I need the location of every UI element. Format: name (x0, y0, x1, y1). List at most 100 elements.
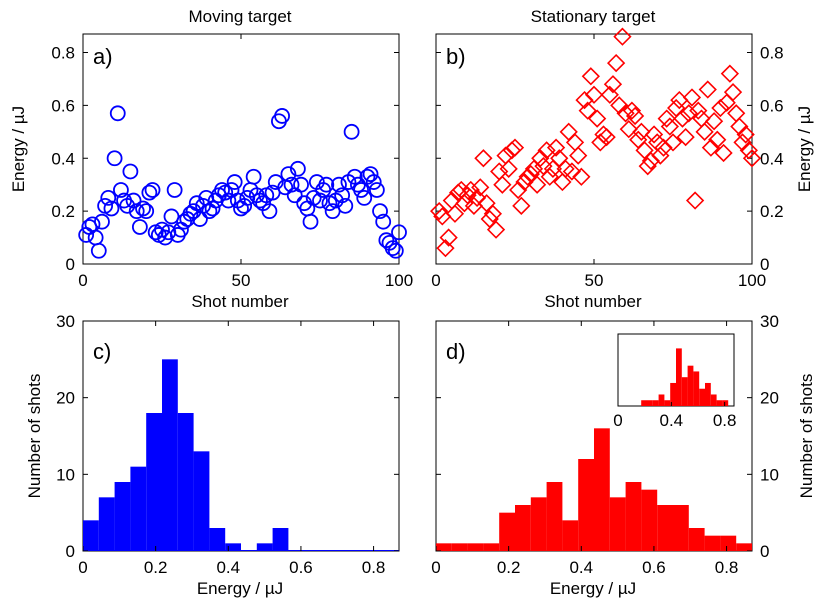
data-point (546, 138, 566, 157)
histogram-bar (225, 543, 241, 551)
x-tick-label: 0 (431, 271, 440, 290)
y-tick-label: 0.8 (51, 44, 75, 63)
data-point (391, 224, 407, 241)
data-point (565, 133, 585, 152)
histogram-bar (693, 371, 700, 406)
y-tick-label: 0 (760, 255, 769, 274)
data-point (603, 75, 623, 94)
panel-a-markers (78, 105, 407, 259)
histogram-bar (681, 377, 688, 406)
panel-c-xlabel: Energy / µJ (197, 579, 283, 598)
data-point (534, 157, 553, 176)
data-point (236, 197, 253, 214)
histogram-bar (515, 505, 531, 551)
histogram-bar (436, 543, 452, 551)
data-point (445, 204, 465, 223)
y-tick-label: 0.2 (760, 202, 784, 221)
histogram-bar (657, 505, 673, 551)
histogram-bar (209, 528, 226, 551)
data-point (353, 182, 369, 198)
y-tick-label: 30 (760, 312, 779, 331)
data-point (362, 166, 379, 183)
data-point (138, 203, 155, 220)
y-tick-label: 20 (760, 389, 779, 408)
y-tick-label: 0.2 (51, 202, 75, 221)
data-point (736, 125, 755, 144)
data-point (94, 213, 110, 230)
data-point (368, 182, 385, 198)
panel-d-stationary-histogram: d) Energy / µJ Number of shots 0 0.2 0.4 0.… (431, 312, 816, 598)
histogram-bar (736, 543, 752, 551)
panel-c-bars (83, 359, 399, 551)
data-point (742, 149, 762, 168)
histogram-bar (710, 394, 717, 406)
x-tick-label: 0.8 (715, 558, 739, 577)
histogram-bar (114, 482, 131, 551)
data-point (78, 227, 95, 243)
data-point (384, 240, 401, 257)
data-point (597, 127, 616, 147)
histogram-bar (658, 394, 665, 406)
x-tick-label: 0.8 (362, 558, 386, 577)
data-point (638, 157, 657, 176)
data-point (625, 106, 645, 126)
data-point (365, 174, 382, 190)
y-tick-label: 0.4 (760, 149, 784, 168)
data-point (135, 200, 151, 217)
x-tick-label: 100 (738, 271, 766, 290)
panel-d-bars (436, 428, 752, 551)
data-point (531, 149, 550, 168)
data-point (477, 194, 496, 213)
data-point (337, 197, 354, 214)
histogram-bar (162, 359, 178, 551)
data-point (635, 141, 654, 160)
panel-d-label: d) (446, 339, 466, 364)
data-point (467, 188, 487, 208)
data-point (375, 213, 392, 230)
x-tick-label: 0.2 (497, 558, 521, 577)
panel-c-ylabel: Number of shots (25, 374, 44, 499)
data-point (483, 204, 503, 223)
histogram-bar (177, 413, 194, 551)
data-point (302, 213, 319, 230)
panel-a-ticks: 0 50 100 0 0.2 0.4 0.6 0.8 (51, 34, 413, 290)
inset-x-tick-label: 0.8 (713, 411, 737, 430)
histogram-bar (687, 365, 694, 406)
data-point (714, 143, 733, 163)
histogram-bar (256, 543, 273, 551)
y-tick-label: 20 (56, 389, 75, 408)
data-point (679, 104, 698, 123)
panel-d-xlabel: Energy / µJ (550, 579, 636, 598)
data-point (622, 101, 642, 120)
histogram-bar (98, 497, 115, 551)
data-point (90, 242, 107, 259)
data-point (125, 192, 142, 209)
histogram-bar (193, 451, 210, 551)
data-point (578, 101, 597, 120)
histogram-bar (704, 535, 721, 551)
y-tick-label: 0.6 (760, 96, 784, 115)
x-tick-label: 50 (232, 271, 251, 290)
histogram-bar (467, 543, 484, 551)
x-tick-label: 0 (78, 558, 87, 577)
histogram-bar (546, 482, 563, 551)
y-tick-label: 30 (56, 312, 75, 331)
panel-d-ticks: 0 0.2 0.4 0.6 0.8 0 10 20 30 (431, 312, 779, 577)
histogram-bar (670, 382, 676, 406)
data-point (588, 109, 607, 128)
histogram-bar (720, 535, 737, 551)
y-tick-label: 0.4 (51, 149, 75, 168)
histogram-bar (451, 543, 468, 551)
data-point (334, 187, 351, 204)
data-point (676, 127, 695, 147)
data-point (122, 163, 139, 180)
histogram-bar (699, 388, 705, 406)
data-point (261, 203, 278, 220)
data-point (704, 112, 724, 131)
data-point (600, 85, 619, 104)
panel-c-ticks: 0 0.2 0.4 0.6 0.8 0 10 20 30 (56, 312, 399, 577)
data-point (280, 166, 297, 183)
histogram-bar (673, 505, 689, 551)
panel-a-frame (82, 33, 400, 265)
